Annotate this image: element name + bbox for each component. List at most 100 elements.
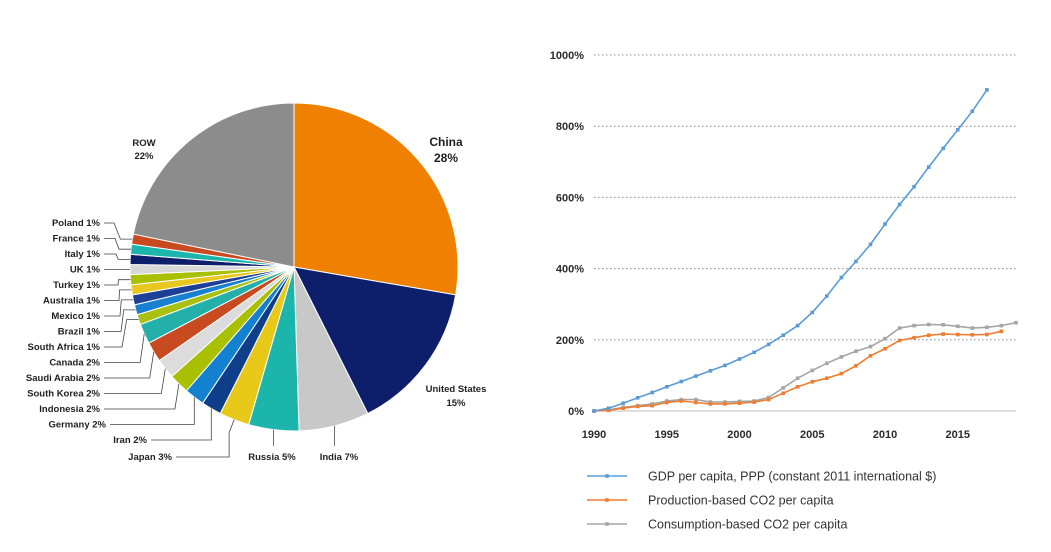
pie-label-russia: Russia 5% (248, 452, 296, 463)
series-point-2 (766, 395, 771, 400)
legend-marker-0 (605, 474, 609, 478)
series-point-0 (708, 369, 713, 373)
series-point-0 (912, 184, 916, 189)
series-point-2 (956, 324, 960, 329)
pie-labels: China 28% United States 15% ROW 22% Indi… (26, 135, 486, 463)
series-point-2 (694, 397, 698, 402)
leader-line-iran (151, 408, 212, 441)
leader-line-saudi-arabia (104, 351, 155, 379)
series-point-1 (766, 397, 771, 402)
series-point-0 (781, 333, 785, 337)
series-point-0 (694, 374, 698, 378)
pie-label-south-africa: South Africa 1% (28, 342, 101, 353)
pie-slice-united-states (293, 266, 457, 415)
pie-label-australia: Australia 1% (43, 296, 101, 307)
pie-label-saudi-arabia: Saudi Arabia 2% (26, 373, 101, 384)
leader-line-canada (104, 333, 145, 363)
series-point-2 (868, 344, 873, 349)
legend-marker-2 (605, 522, 609, 526)
leader-line-australia (104, 289, 132, 301)
pie-label-canada: Canada 2% (49, 358, 100, 369)
series-point-1 (781, 391, 785, 395)
series-point-0 (723, 363, 727, 368)
pie-label-india: India 7% (320, 452, 359, 463)
series-point-2 (839, 355, 844, 359)
series-point-1 (737, 401, 742, 405)
series-point-1 (883, 346, 887, 351)
series-point-0 (606, 406, 611, 410)
legend-label-0: GDP per capita, PPP (constant 2011 inter… (648, 470, 936, 484)
series-point-1 (912, 335, 916, 340)
series-point-1 (999, 329, 1004, 334)
leader-line-germany (110, 397, 195, 425)
pie-label-italy: Italy 1% (65, 249, 101, 260)
line-chart: 0% 200% 400% 600% 800% 1000% 1990 1995 2000 2005 2… (550, 50, 1018, 532)
series-point-1 (810, 380, 815, 384)
series-point-2 (883, 336, 887, 341)
series-point-2 (897, 326, 902, 330)
series-point-2 (810, 368, 815, 373)
series-point-1 (926, 333, 931, 337)
x-tick-label: 2000 (727, 429, 751, 441)
pie-label-mexico: Mexico 1% (51, 311, 100, 322)
series-point-0 (752, 350, 756, 355)
x-tick-label: 2015 (946, 429, 970, 441)
pie-leader-lines (104, 222, 335, 458)
leader-line-turkey (104, 279, 131, 286)
series-point-0 (650, 390, 654, 395)
leader-line-mexico (104, 299, 134, 317)
series-point-0 (854, 259, 858, 264)
series-point-0 (941, 146, 945, 151)
series-point-1 (635, 404, 640, 409)
pie-label-brazil: Brazil 1% (58, 327, 101, 338)
x-tick-label: 2010 (873, 429, 897, 441)
series-point-0 (956, 128, 960, 132)
leader-line-indonesia (104, 383, 180, 410)
pie-label-south-korea: South Korea 2% (27, 389, 100, 400)
leader-line-south-korea (104, 368, 166, 394)
legend-label-2: Consumption-based CO2 per capita (648, 518, 847, 532)
series-point-1 (723, 402, 727, 406)
series-point-1 (970, 333, 975, 337)
series-point-1 (708, 402, 713, 406)
pie-label-us-name: United States (426, 384, 487, 395)
y-tick-label: 0% (568, 406, 584, 418)
pie-label-china-value: 28% (434, 151, 458, 165)
series-point-1 (621, 406, 625, 410)
series-point-1 (694, 400, 698, 405)
series-point-0 (825, 294, 829, 298)
pie-label-poland: Poland 1% (52, 218, 101, 229)
x-tick-label: 1995 (655, 429, 679, 441)
pie-label-germany: Germany 2% (48, 420, 106, 431)
pie-label-uk: UK 1% (70, 265, 101, 276)
pie-chart (129, 102, 459, 432)
series-point-2 (912, 323, 916, 328)
y-tick-label: 200% (556, 335, 584, 347)
y-tick-label: 400% (556, 264, 584, 276)
y-tick-label: 600% (556, 192, 584, 204)
series-point-1 (839, 371, 844, 376)
leader-line-france (104, 238, 131, 250)
series-point-2 (999, 323, 1004, 328)
series-point-0 (766, 342, 771, 347)
leader-line-south-africa (104, 319, 139, 348)
series-point-0 (970, 109, 975, 113)
leader-line-italy (104, 253, 131, 260)
x-tick-label: 1990 (582, 429, 606, 441)
pie-label-japan: Japan 3% (128, 452, 172, 463)
series-point-1 (795, 385, 800, 389)
series-point-1 (679, 399, 684, 403)
series-point-0 (883, 222, 887, 226)
series-point-2 (1014, 320, 1018, 325)
series-point-1 (665, 400, 669, 405)
series-point-2 (854, 349, 858, 353)
pie-label-china-name: China (429, 135, 463, 149)
series-point-2 (941, 323, 945, 327)
pie-label-indonesia: Indonesia 2% (39, 404, 100, 415)
series-line-2 (593, 321, 1017, 412)
series-point-2 (708, 400, 713, 404)
series-point-0 (897, 202, 902, 207)
series-point-2 (781, 386, 785, 390)
series-point-1 (941, 332, 945, 336)
series-point-0 (985, 88, 989, 92)
